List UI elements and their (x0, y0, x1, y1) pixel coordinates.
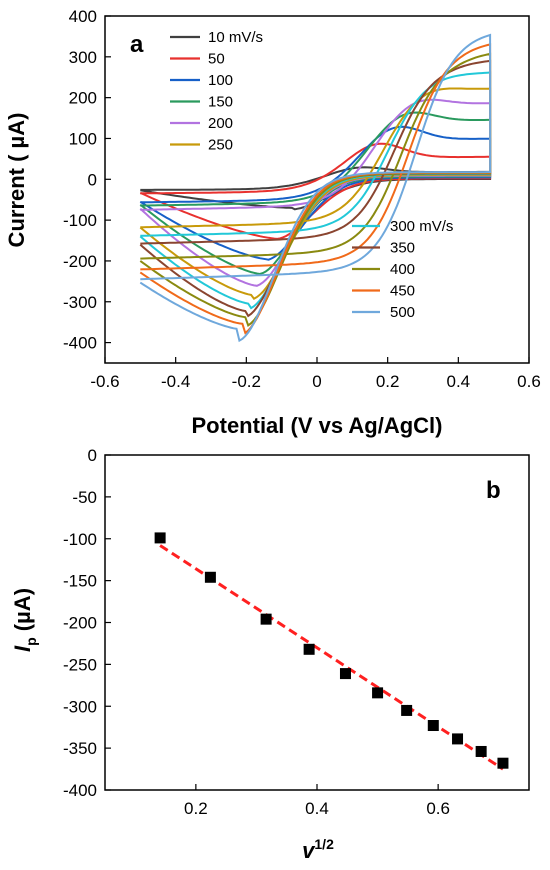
b-y-tick-label: -300 (63, 697, 97, 716)
a-x-tick-label: -0.2 (232, 372, 261, 391)
b-y-tick-label: -400 (63, 781, 97, 800)
b-y-tick-label: -100 (63, 530, 97, 549)
panel-b-plot (154, 532, 509, 771)
data-point (427, 720, 439, 732)
legend-label: 500 (390, 304, 415, 321)
legend-label: 350 (390, 240, 415, 257)
data-point (260, 613, 272, 625)
data-point (154, 532, 166, 544)
a-y-tick-label: 100 (69, 129, 97, 148)
panel-a-y-axis-title: Current ( µA) (4, 113, 29, 248)
panel-a-letter: a (130, 31, 144, 58)
legend-label: 50 (208, 51, 225, 68)
data-point (497, 757, 509, 769)
panel-a-ticks: -0.6 -0.4 -0.2 0 0.2 0.4 0.6 400 300 200 100 0 -100 -… (63, 7, 541, 391)
a-x-tick-label: 0.4 (447, 372, 471, 391)
data-point (339, 668, 351, 680)
a-x-tick-label: -0.6 (90, 372, 119, 391)
panel-b-x-axis-title: v1/2 (302, 836, 334, 863)
a-y-tick-label: -100 (63, 211, 97, 230)
a-y-tick-label: -300 (63, 293, 97, 312)
b-y-tick-label: -250 (63, 655, 97, 674)
a-y-tick-label: 0 (88, 170, 97, 189)
a-y-tick-label: 300 (69, 48, 97, 67)
panel-a-x-axis-title: Potential (V vs Ag/AgCl) (192, 413, 443, 438)
panel-a-curves (139, 33, 492, 343)
panel-b: 0.2 0.4 0.6 0 -50 -100 -150 -200 -250 -300 -350 -40… (10, 446, 530, 863)
panel-b-frame (104, 454, 530, 791)
legend-label: 400 (390, 261, 415, 278)
b-y-tick-label: -150 (63, 572, 97, 591)
panel-b-x-axis-superscript: 1/2 (314, 836, 334, 852)
b-y-tick-label: 0 (88, 446, 97, 465)
data-point (303, 643, 315, 655)
panel-b-y-axis-subscript: p (23, 637, 39, 646)
data-point (204, 571, 216, 583)
cv-curve-9 (139, 43, 492, 335)
cv-curve-10 (139, 33, 492, 343)
b-y-tick-label: -200 (63, 614, 97, 633)
a-x-tick-label: -0.4 (161, 372, 190, 391)
legend-label: 100 (208, 72, 233, 89)
legend-label: 200 (208, 115, 233, 132)
panel-b-y-axis-unit: (µA) (10, 588, 35, 637)
a-x-tick-label: 0 (312, 372, 321, 391)
legend-label: 300 mV/s (390, 218, 453, 235)
b-x-tick-label: 0.2 (184, 799, 208, 818)
b-y-tick-label: -50 (72, 488, 97, 507)
panel-b-y-axis-title: Ip (µA) (10, 588, 39, 652)
panel-a: -0.6 -0.4 -0.2 0 0.2 0.4 0.6 400 300 200 100 0 -100 -… (4, 7, 541, 438)
a-x-tick-label: 0.6 (517, 372, 541, 391)
data-point (475, 745, 487, 757)
legend-label: 10 mV/s (208, 29, 263, 46)
a-y-tick-label: 400 (69, 7, 97, 26)
b-x-tick-label: 0.6 (426, 799, 450, 818)
legend-label: 150 (208, 94, 233, 111)
a-y-tick-label: -400 (63, 334, 97, 353)
panel-b-y-axis-symbol: I (10, 645, 35, 652)
b-y-tick-label: -350 (63, 739, 97, 758)
panel-b-x-axis-symbol: v (302, 838, 316, 863)
a-y-tick-label: -200 (63, 252, 97, 271)
b-x-tick-label: 0.4 (305, 799, 329, 818)
data-point (372, 687, 384, 699)
legend-label: 250 (208, 137, 233, 154)
data-point (452, 733, 464, 745)
panel-b-ticks: 0.2 0.4 0.6 0 -50 -100 -150 -200 -250 -300 -350 -40… (63, 446, 450, 818)
panel-b-letter: b (486, 477, 501, 504)
panel-a-legend: 10 mV/s 50 100 150 200 250 300 mV/s 350 400 450 50… (170, 29, 453, 321)
a-y-tick-label: 200 (69, 89, 97, 108)
legend-label: 450 (390, 283, 415, 300)
a-x-tick-label: 0.2 (376, 372, 400, 391)
data-point (401, 704, 413, 716)
fit-line (159, 544, 504, 771)
